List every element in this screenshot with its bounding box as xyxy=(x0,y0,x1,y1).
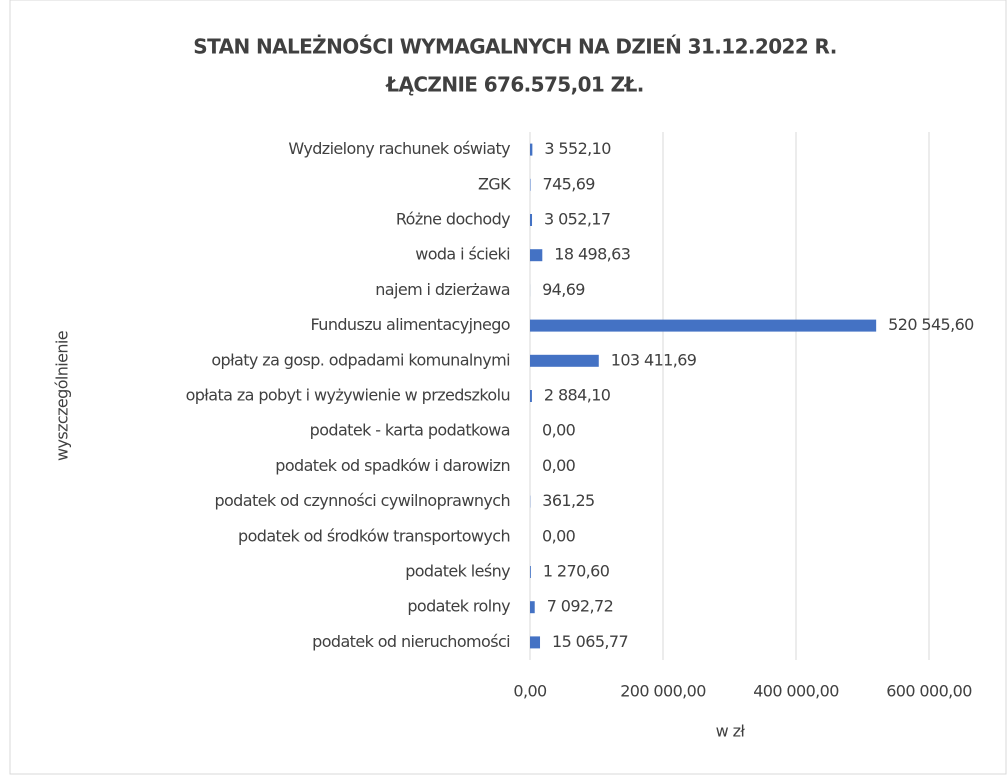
y-tick-label: ZGK xyxy=(478,174,511,193)
x-tick-label: 600 000,00 xyxy=(886,682,972,701)
data-label: 0,00 xyxy=(542,456,576,475)
y-axis-label: wyszczególnienie xyxy=(53,331,72,461)
data-label: 94,69 xyxy=(542,280,585,299)
y-tick-label: najem i dzierżawa xyxy=(375,280,510,299)
y-tick-label: podatek od środków transportowych xyxy=(238,526,510,545)
data-label: 0,00 xyxy=(542,421,576,440)
x-axis-label: w zł xyxy=(716,722,746,741)
data-label: 103 411,69 xyxy=(611,350,697,369)
bar xyxy=(530,636,541,649)
chart-border xyxy=(9,0,1007,775)
bar xyxy=(530,319,877,332)
chart-title: STAN NALEŻNOŚCI WYMAGALNYCH NA DZIEŃ 31.… xyxy=(193,35,836,59)
y-tick-label: podatek od spadków i darowizn xyxy=(275,456,510,475)
data-label: 3 552,10 xyxy=(544,139,611,158)
bar xyxy=(530,249,543,262)
y-tick-label: opłata za pobyt i wyżywienie w przedszko… xyxy=(186,386,510,405)
y-tick-label: Funduszu alimentacyjnego xyxy=(311,315,510,334)
chart-subtitle: ŁĄCZNIE 676.575,01 ZŁ. xyxy=(385,73,644,97)
data-label: 15 065,77 xyxy=(552,632,628,651)
x-tick-label: 400 000,00 xyxy=(753,682,839,701)
y-tick-label: podatek - karta podatkowa xyxy=(310,421,510,440)
data-label: 361,25 xyxy=(542,491,594,510)
bar xyxy=(530,566,531,578)
data-label: 1 270,60 xyxy=(543,562,610,581)
data-label: 3 052,17 xyxy=(544,210,610,229)
y-tick-label: podatek rolny xyxy=(407,597,510,616)
bar xyxy=(530,390,532,402)
y-tick-label: Wydzielony rachunek oświaty xyxy=(288,139,510,158)
y-tick-label: podatek od czynności cywilnoprawnych xyxy=(214,491,510,510)
y-tick-label: opłaty za gosp. odpadami komunalnymi xyxy=(211,350,510,369)
bar xyxy=(530,354,599,367)
data-label: 0,00 xyxy=(542,526,576,545)
x-tick-label: 200 000,00 xyxy=(620,682,706,701)
bar xyxy=(530,214,533,226)
bar xyxy=(530,143,533,156)
bar xyxy=(530,601,535,614)
y-tick-label: podatek od nieruchomości xyxy=(312,632,510,651)
x-tick-label: 0,00 xyxy=(513,682,547,701)
data-label: 2 884,10 xyxy=(544,386,611,405)
data-label: 18 498,63 xyxy=(554,245,630,264)
data-label: 7 092,72 xyxy=(547,597,613,616)
y-tick-label: Różne dochody xyxy=(396,210,510,229)
data-label: 520 545,60 xyxy=(888,315,974,334)
data-label: 745,69 xyxy=(542,174,595,193)
y-tick-label: woda i ścieki xyxy=(415,245,510,264)
y-tick-label: podatek leśny xyxy=(405,562,510,581)
